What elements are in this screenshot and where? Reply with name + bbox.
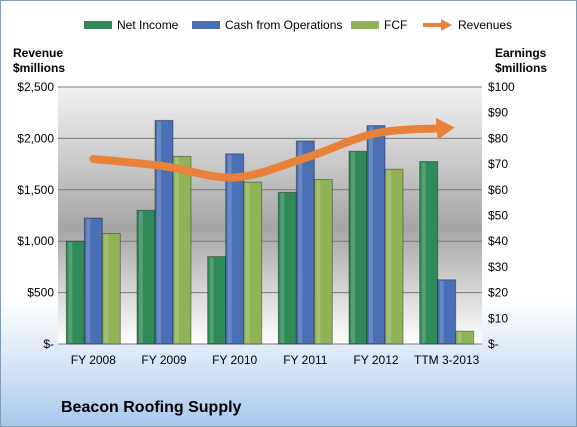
right-tick-label: $20 [488,286,508,300]
legend-label-cash-from-operations: Cash from Operations [225,18,343,32]
right-tick-label: $30 [488,260,508,274]
bar-net-income [419,161,439,345]
revenue-arrowhead [435,117,455,140]
left-axis-title-line1: Revenue [13,46,64,60]
legend-label-revenues: Revenues [458,18,513,32]
legend-arrow-icon [423,19,452,31]
legend-cash-from-operations: Cash from Operations [192,17,342,33]
bar-fcf [313,179,333,345]
legend-net-income: Net Income [84,17,178,33]
right-tick-label: $40 [488,234,508,248]
bar-highlight-fcf [457,332,462,343]
bar-highlight-cash-from-operations [157,121,161,343]
bar-fcf [243,181,263,345]
right-tick-label: $10 [488,311,508,325]
right-tick-label: $80 [488,131,508,145]
bar-highlight-net-income [421,162,426,343]
bar-fcf [172,155,192,345]
legend-swatch-net-income [84,21,112,29]
bar-fcf [384,168,404,345]
bar-cash-from-operations [437,279,457,345]
bar-highlight-cash-from-operations [227,154,232,343]
right-axis-title-line1: Earnings [495,46,547,60]
right-tick-label: $60 [488,183,508,197]
legend-swatch-cash-from-operations [192,21,220,29]
right-tick-label: $50 [488,209,508,223]
left-tick-label: $2,000 [17,131,54,145]
bar-highlight-net-income [351,152,355,343]
bar-highlight-net-income [139,211,143,343]
bar-highlight-net-income [68,242,73,343]
legend-label-fcf: FCF [384,18,408,32]
category-label: FY 2008 [71,353,116,367]
right-tick-label: $90 [488,106,508,120]
left-axis-title-line2: $millions [13,61,66,75]
bar-fcf [101,232,121,345]
left-tick-label: $1,500 [17,183,54,197]
left-tick-label: $2,500 [17,80,54,94]
bar-highlight-cash-from-operations [369,126,373,343]
bar-highlight-fcf [175,157,179,343]
bar-highlight-fcf [316,180,321,343]
legend-label-net-income: Net Income [117,18,179,32]
right-tick-label: $70 [488,157,508,171]
bar-highlight-fcf [104,234,109,343]
right-axis-title: Earnings $millions [495,46,547,76]
bar-fcf [455,330,475,345]
legend-fcf: FCF [351,17,407,33]
bar-highlight-fcf [245,183,250,343]
bar-highlight-net-income [280,193,285,343]
legend-swatch-fcf [351,21,379,29]
bar-highlight-cash-from-operations [298,141,303,343]
category-label: FY 2012 [353,353,398,367]
right-axis-title-line2: $millions [495,61,548,75]
right-tick-label: $100 [488,80,515,94]
bar-highlight-cash-from-operations [439,280,444,343]
left-axis-title: Revenue $millions [13,46,65,76]
category-label: FY 2011 [283,353,328,367]
bar-highlight-fcf [387,170,391,343]
left-tick-label: $1,000 [17,234,54,248]
bar-highlight-net-income [209,257,214,343]
left-tick-label: $500 [27,286,54,300]
right-tick-label: $- [488,337,499,351]
legend-revenues: Revenues [421,17,512,33]
category-label: FY 2010 [212,353,257,367]
category-label: TTM 3-2013 [414,353,480,367]
left-tick-label: $- [43,337,54,351]
company-name: Beacon Roofing Supply [61,399,242,416]
revenue-line [89,124,451,182]
bar-highlight-cash-from-operations [86,219,91,343]
category-label: FY 2009 [141,353,186,367]
